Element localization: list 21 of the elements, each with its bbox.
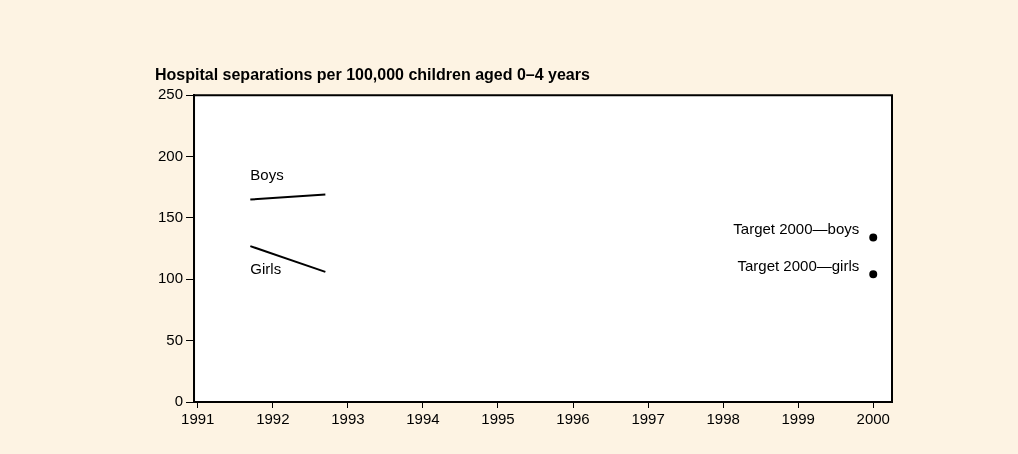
x-tick-label: 1993 [331,410,365,428]
x-tick-label: 1992 [256,410,290,428]
series-label: Target 2000—boys [733,220,860,238]
x-tick-label: 1995 [481,410,515,428]
x-tick-label: 1997 [631,410,665,428]
series-label: Boys [250,166,284,184]
y-tick-label: 150 [158,208,184,226]
series-label: Girls [250,259,282,277]
series-label: Target 2000—girls [737,257,860,275]
x-tick-label: 2000 [856,410,890,428]
y-tick-label: 0 [174,392,184,410]
x-tick-label: 1998 [706,410,740,428]
x-tick-label: 1991 [181,410,215,428]
x-tick-label: 1994 [406,410,440,428]
y-tick-label: 250 [158,85,184,103]
x-tick-label: 1996 [556,410,590,428]
y-tick-label: 100 [158,269,184,287]
y-tick-label: 200 [158,146,184,164]
x-tick-label: 1999 [781,410,815,428]
chart-title: Hospital separations per 100,000 children aged 0–4 years [155,66,590,84]
y-tick-label: 50 [166,330,184,348]
